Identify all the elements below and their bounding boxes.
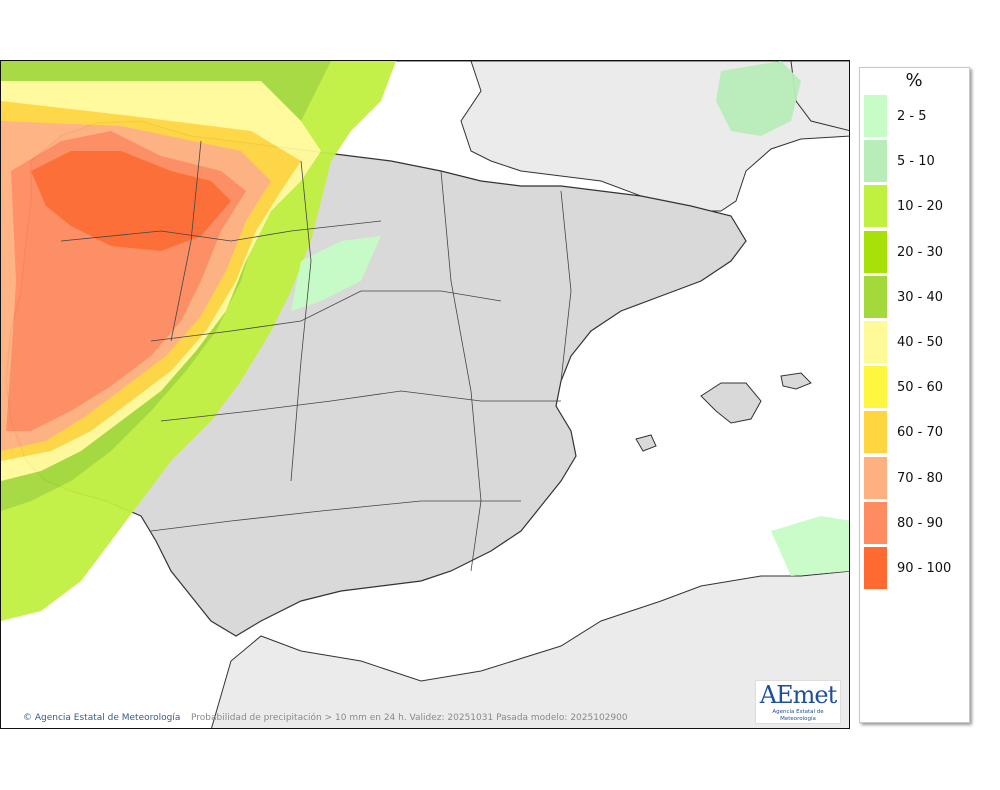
copyright-text: © Agencia Estatal de Meteorología	[23, 713, 180, 723]
legend-item: 10 - 20	[864, 185, 969, 228]
mallorca-island	[700, 382, 762, 424]
legend-label: 50 - 60	[897, 380, 944, 396]
legend-item: 90 - 100	[864, 547, 969, 589]
legend-swatch	[864, 366, 887, 409]
menorca-island	[780, 372, 812, 390]
ibiza-island	[635, 434, 657, 452]
map-canvas	[1, 61, 849, 728]
probability-shading	[1, 61, 849, 621]
legend-swatch	[864, 321, 887, 363]
legend-label: 10 - 20	[897, 199, 944, 215]
legend-item: 20 - 30	[864, 230, 969, 273]
copyright-icon: ©	[23, 713, 32, 723]
aemet-logo: AEmet Agencia Estatal de Meteorología	[755, 680, 841, 724]
map-caption: Probabilidad de precipitación > 10 mm en…	[191, 713, 628, 723]
legend-item: 40 - 50	[864, 321, 969, 363]
legend-item: 70 - 80	[864, 456, 969, 499]
legend-label: 60 - 70	[897, 425, 944, 441]
legend-item: 80 - 90	[864, 501, 969, 544]
legend-label: 80 - 90	[897, 515, 944, 531]
legend-item: 5 - 10	[864, 140, 969, 183]
legend-item: 60 - 70	[864, 411, 969, 454]
logo-wordmark: AEmet	[759, 681, 837, 709]
forecast-map: © Agencia Estatal de Meteorología Probab…	[0, 60, 850, 729]
legend-swatch	[864, 275, 887, 318]
legend-label: 40 - 50	[897, 335, 944, 350]
legend-swatch	[864, 456, 887, 499]
legend-label: 5 - 10	[897, 154, 935, 170]
legend-swatch	[864, 230, 887, 273]
africa-landmass	[211, 570, 849, 728]
copyright-label: Agencia Estatal de Meteorología	[34, 713, 181, 723]
legend-label: 90 - 100	[897, 561, 952, 576]
legend-label: 70 - 80	[897, 470, 944, 486]
legend-swatch	[864, 501, 887, 544]
legend-unit: %	[905, 70, 923, 91]
legend-label: 30 - 40	[897, 289, 944, 305]
legend-swatch	[864, 411, 887, 454]
color-legend: % 2 - 5 5 - 10 10 - 20 20 - 30 30 - 40 40 - 5…	[859, 67, 970, 723]
legend-swatch	[864, 140, 887, 183]
legend-item: 50 - 60	[864, 366, 969, 409]
logo-subtitle: Agencia Estatal de Meteorología	[772, 709, 824, 722]
legend-item: 2 - 5	[864, 95, 969, 137]
region-borders	[60, 140, 572, 572]
legend-label: 20 - 30	[897, 244, 944, 260]
legend-swatch	[864, 95, 887, 137]
legend-swatch	[864, 185, 887, 228]
legend-swatch	[864, 547, 887, 589]
legend-item: 30 - 40	[864, 275, 969, 318]
legend-label: 2 - 5	[897, 109, 927, 124]
